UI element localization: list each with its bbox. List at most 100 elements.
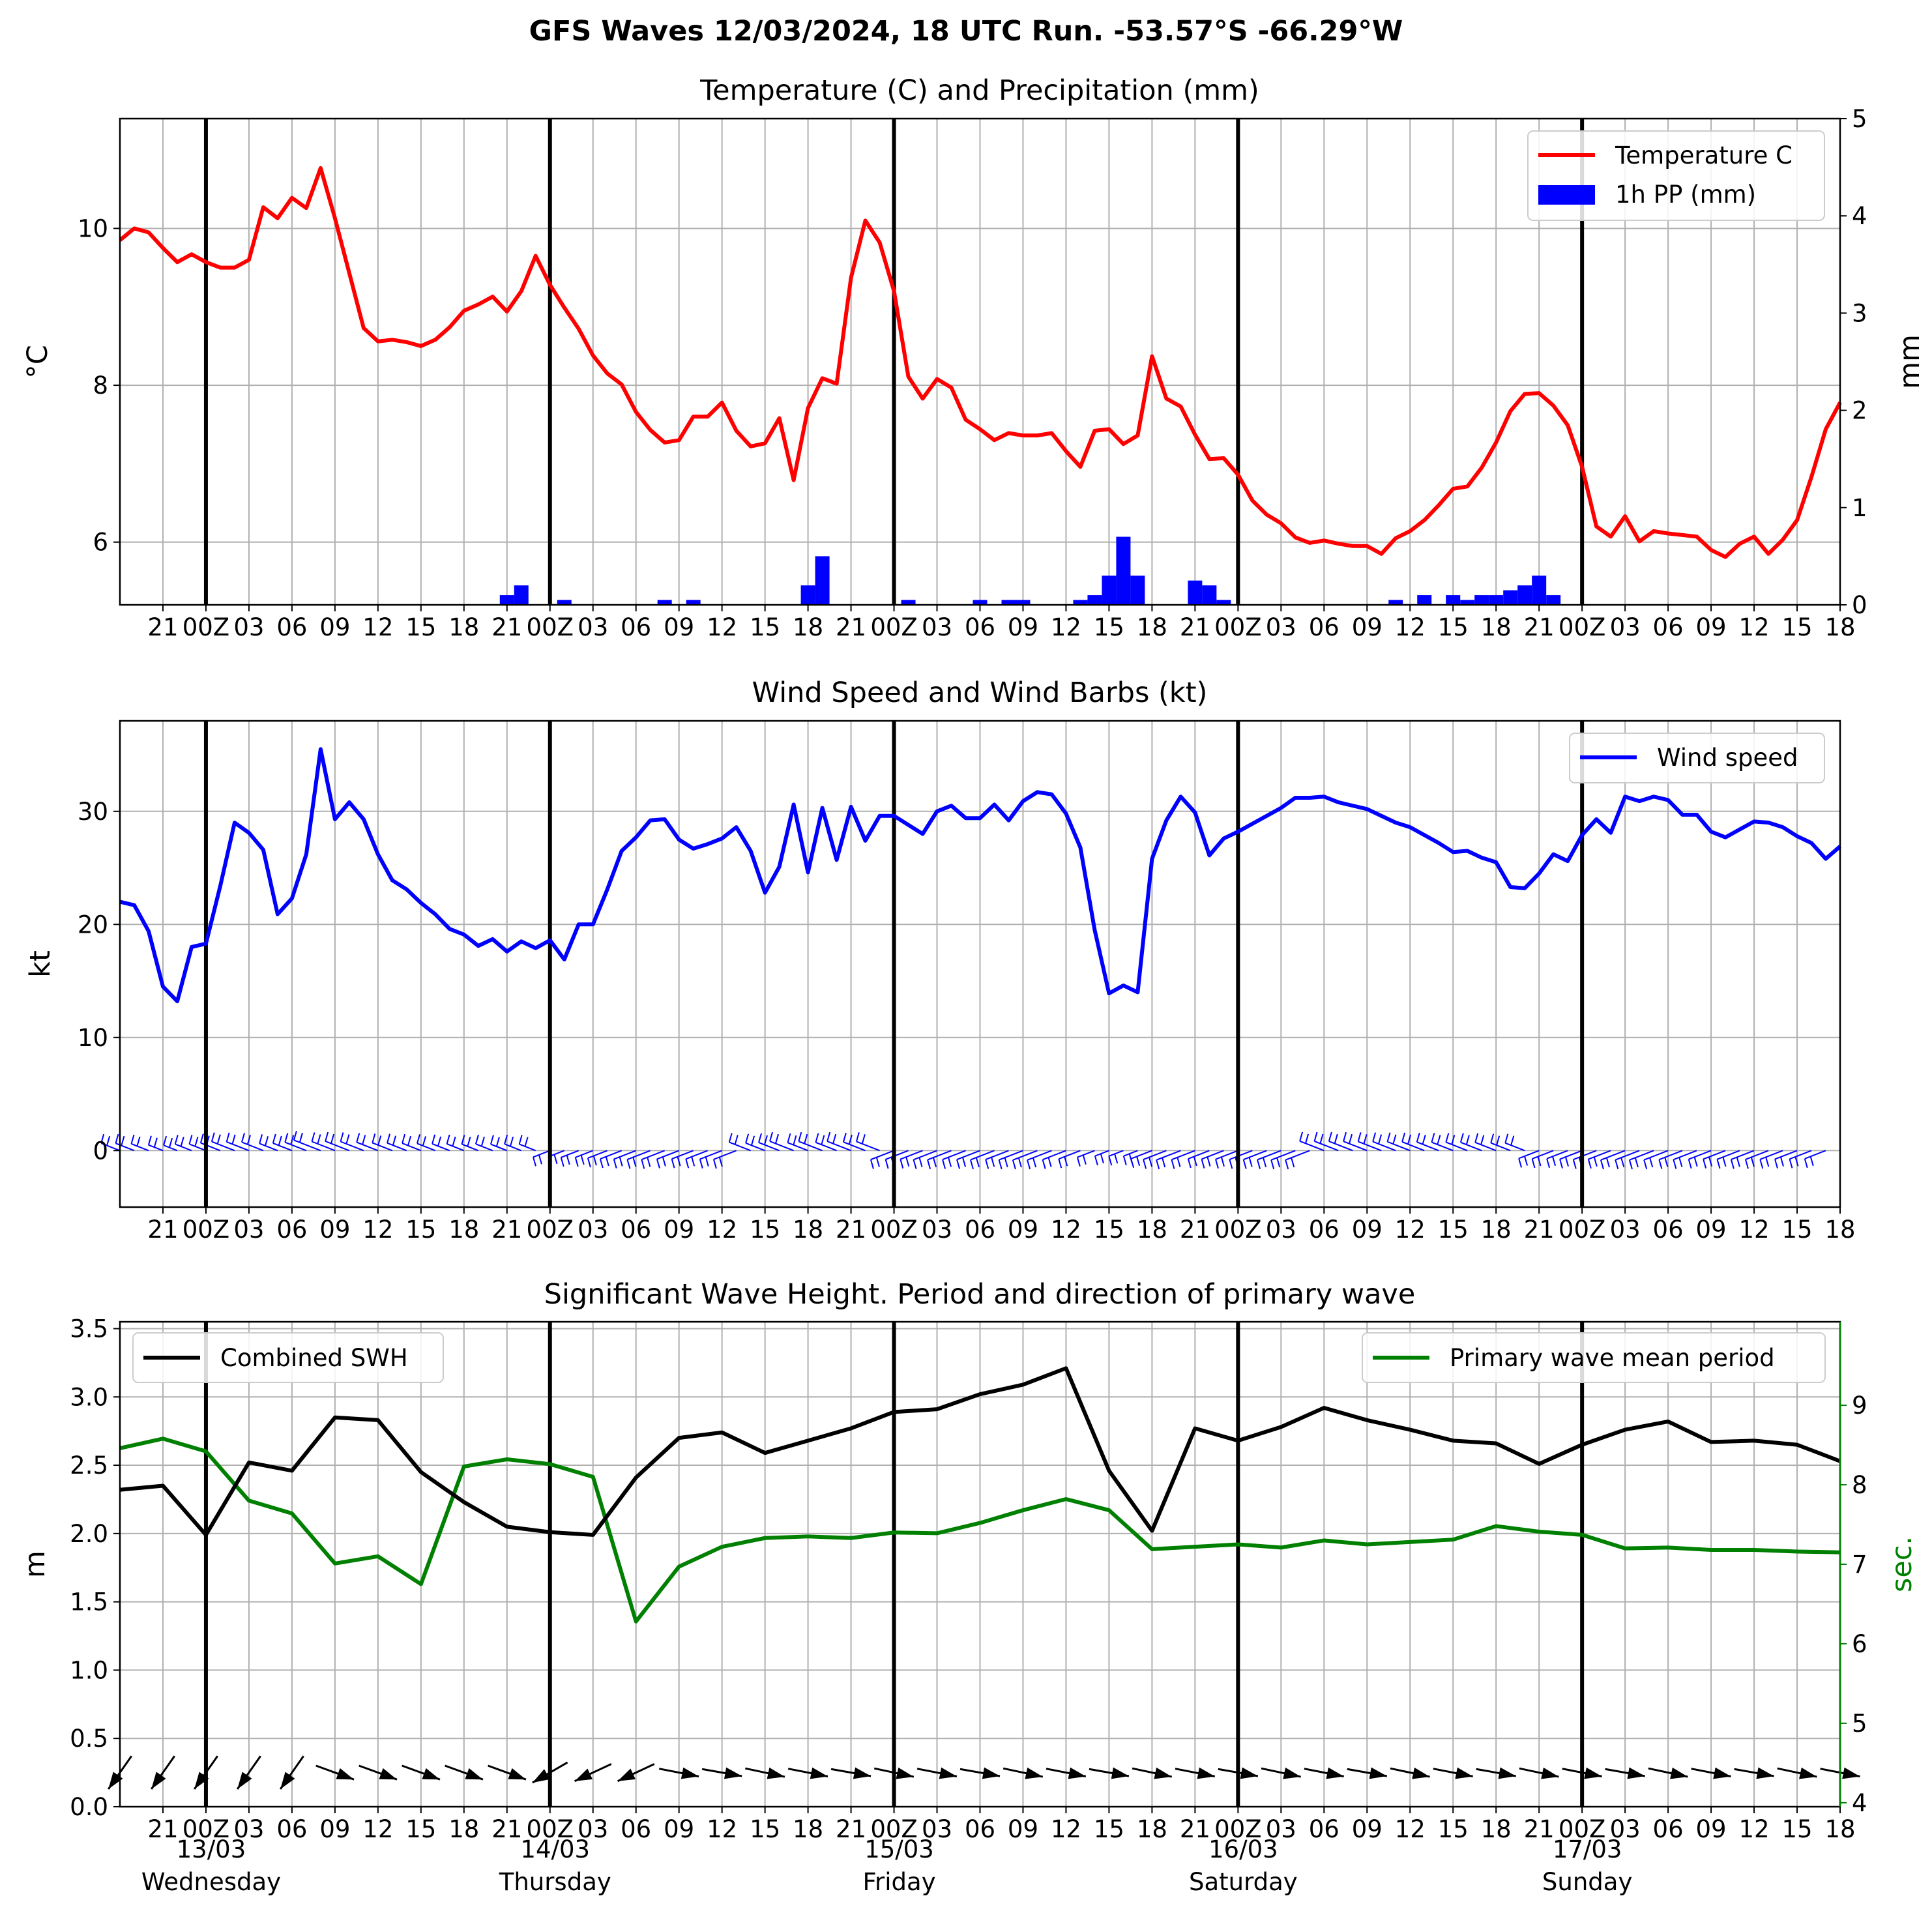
x-tick-label: 15 — [405, 1815, 436, 1843]
wind-barb-staff — [312, 1141, 336, 1152]
x-tick-label: 03 — [1266, 613, 1296, 641]
wind-barb-flag — [619, 1157, 623, 1167]
wind-barb-flag — [775, 1133, 780, 1144]
wind-barb-flag — [1032, 1158, 1037, 1168]
x-tick-label: 03 — [233, 613, 264, 641]
x-tick-label: 21 — [1180, 613, 1210, 641]
precip-bar — [557, 600, 572, 605]
x-tick-label: 06 — [965, 613, 995, 641]
wind-barb-flag — [1673, 1159, 1677, 1169]
y2-tick-label: 8 — [1852, 1471, 1867, 1499]
wind-barb-flag — [942, 1159, 946, 1169]
wind-barb-flag — [437, 1136, 442, 1146]
y2-tick-label: 7 — [1852, 1551, 1867, 1579]
x-tick-label: 09 — [319, 1216, 350, 1244]
wind-barb-flag — [226, 1132, 230, 1143]
x-tick-label: 18 — [793, 613, 823, 641]
wind-barb-flag — [518, 1135, 523, 1145]
x-tick-label: 15 — [405, 613, 436, 641]
wind-barb-flag — [918, 1157, 923, 1167]
day-date-label: 17/03 — [1553, 1835, 1622, 1863]
x-tick-label: 09 — [1008, 613, 1038, 641]
x-tick-label: 00Z — [870, 613, 917, 641]
y-tick-label: 20 — [78, 911, 108, 939]
wind-barb-flag — [1012, 1160, 1016, 1170]
panel1-x-ticks: 21 00Z 03 06 09 12 15 18 21 00Z 03 06 09 12 15 18 21 00Z 0… — [147, 605, 1856, 641]
wave-arrow-head — [1455, 1767, 1473, 1779]
panel3-legend-right: Primary wave mean period — [1362, 1332, 1826, 1383]
precip-bar — [901, 600, 916, 605]
wind-barb-staff — [815, 1141, 837, 1152]
wind-barb-flag — [1730, 1159, 1734, 1169]
wind-barb-flag — [1276, 1158, 1281, 1167]
wind-barb-flag — [1722, 1157, 1727, 1167]
wind-barb-staff — [1130, 1150, 1152, 1160]
wind-barb-staff — [402, 1143, 422, 1152]
panel1-title: Temperature (C) and Precipitation (mm) — [699, 74, 1259, 107]
wind-barb-flag — [1372, 1132, 1377, 1142]
wind-barb-staff — [1759, 1150, 1783, 1160]
x-tick-label: 06 — [1653, 1815, 1684, 1843]
wind-barb-flag — [1537, 1156, 1542, 1167]
panel2-legend: Wind speed — [1569, 733, 1825, 783]
wave-direction-arrows — [107, 1755, 1860, 1790]
wind-barb-flag — [1401, 1132, 1406, 1143]
wind-barb-flag — [1531, 1158, 1536, 1169]
x-tick-label: 06 — [621, 613, 651, 641]
wind-barb-flag — [524, 1137, 529, 1146]
wind-barb-flag — [504, 1135, 508, 1145]
wind-barb-flag — [1064, 1156, 1068, 1167]
wind-barb-staff — [163, 1145, 178, 1152]
y-tick-label: 2.0 — [70, 1520, 108, 1548]
wind-barb-staff — [200, 1142, 221, 1152]
wind-barb-flag — [1431, 1133, 1435, 1143]
x-tick-label: 00Z — [1559, 1216, 1605, 1244]
wind-barb-flag — [1716, 1159, 1721, 1169]
wind-barb-flag — [1193, 1156, 1197, 1167]
wind-barb-staff — [1703, 1150, 1726, 1160]
wind-barb-flag — [259, 1134, 263, 1144]
wind-barb-flag — [1759, 1159, 1764, 1169]
x-tick-label: 15 — [1438, 1815, 1469, 1843]
panel1-ylabel: °C — [22, 345, 54, 379]
x-tick-label: 15 — [1094, 613, 1124, 641]
wind-barb-flag — [1215, 1159, 1219, 1169]
x-tick-label: 18 — [1137, 613, 1167, 641]
wind-barb-staff — [1460, 1141, 1482, 1152]
wind-barb-flag — [194, 1137, 199, 1146]
x-tick-label: 18 — [448, 613, 479, 641]
precip-bar — [1446, 595, 1461, 605]
x-tick-label: 09 — [1352, 1216, 1383, 1244]
precip-bar — [973, 600, 988, 605]
wind-barb-flag — [1313, 1131, 1318, 1142]
x-tick-label: 21 — [491, 613, 522, 641]
x-tick-label: 00Z — [1559, 1815, 1605, 1843]
wind-barb-flag — [905, 1157, 910, 1167]
wind-barb-staff — [148, 1144, 164, 1152]
precip-bar — [686, 600, 701, 605]
precip-bars — [499, 536, 1561, 605]
wind-barb-flag — [1094, 1156, 1098, 1165]
wind-barb-staff — [189, 1143, 207, 1152]
wind-barb-flag — [1459, 1133, 1464, 1143]
panel1-y2-ticks: 0 1 2 3 4 5 — [1840, 105, 1867, 619]
wave-arrow-head — [982, 1767, 1001, 1779]
wind-barb-staff — [843, 1141, 866, 1152]
x-tick-label: 06 — [1309, 1815, 1339, 1843]
x-tick-label: 15 — [1094, 1216, 1124, 1244]
x-tick-label: 06 — [621, 1216, 651, 1244]
wind-barb-flag — [787, 1133, 791, 1143]
x-tick-label: 03 — [578, 1216, 608, 1244]
wind-barb-staff — [131, 1143, 149, 1152]
panel2-day-lines — [203, 721, 1585, 1207]
wind-barb-flag — [325, 1131, 329, 1142]
x-tick-label: 09 — [319, 613, 350, 641]
temperature-line — [119, 166, 1842, 559]
x-tick-label: 00Z — [1214, 613, 1261, 641]
wave-arrow-head — [465, 1768, 483, 1780]
wind-barb-staff — [685, 1150, 709, 1160]
wind-barb-staff — [519, 1143, 536, 1152]
wind-barb-staff — [999, 1150, 1023, 1161]
wave-arrow-head — [237, 1772, 252, 1789]
wave-arrow-head — [508, 1768, 526, 1780]
